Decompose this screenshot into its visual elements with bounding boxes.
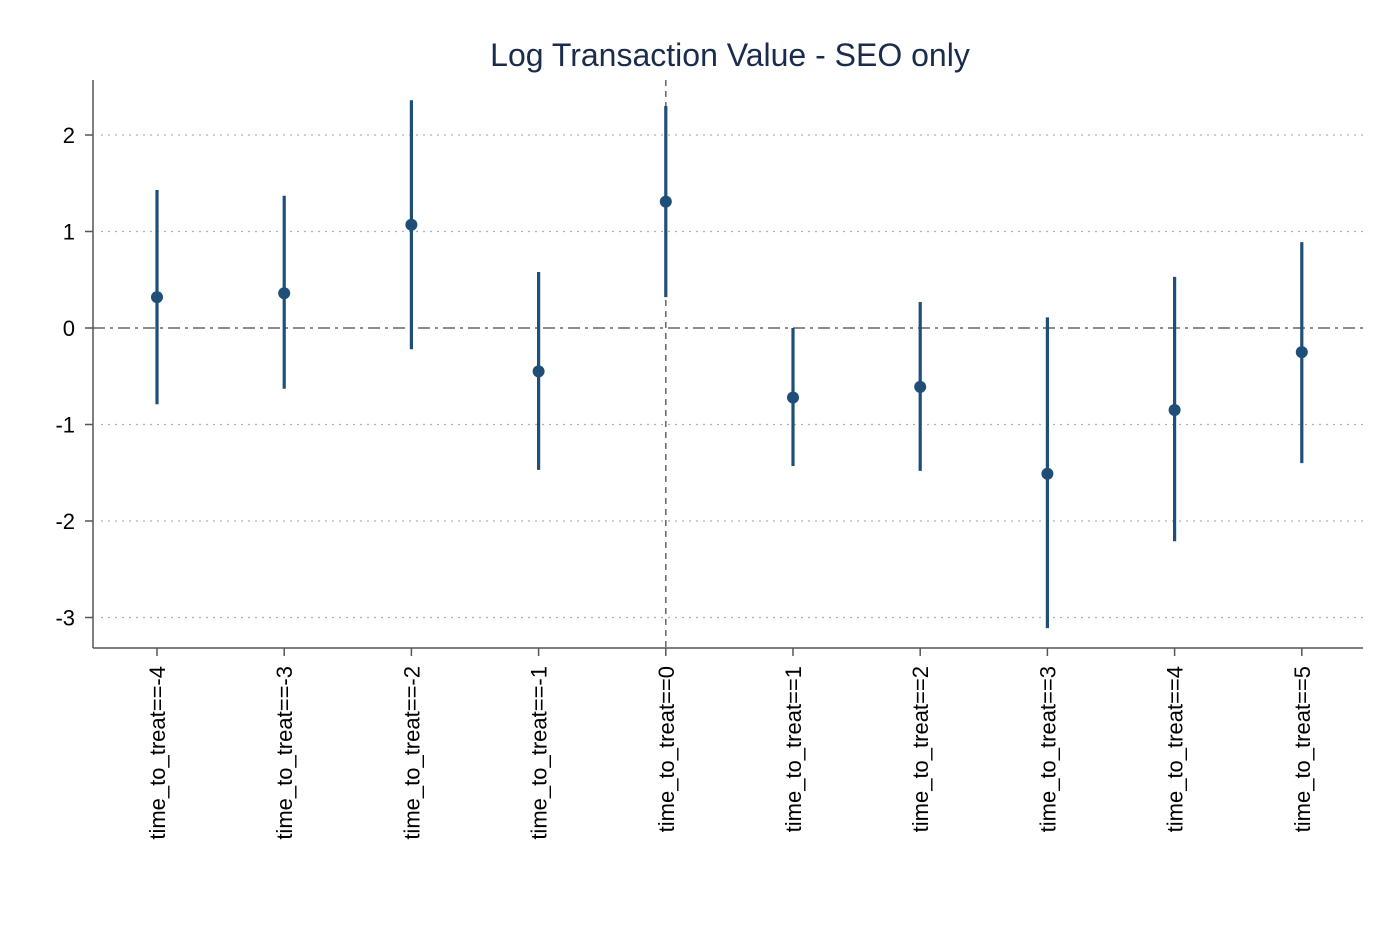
x-tick-label: time_to_treat==-1 (527, 666, 552, 840)
point-estimate (278, 287, 291, 300)
point-estimate (532, 365, 545, 378)
y-tick-label: -3 (55, 606, 75, 631)
grid-lines (101, 134, 1363, 619)
x-tick-label: time_to_treat==-3 (272, 666, 297, 840)
x-tick-labels: time_to_treat==-4 time_to_treat==-3 time_t… (145, 648, 1315, 840)
point-estimate (1295, 346, 1308, 359)
estimates (151, 100, 1308, 629)
point-estimate (659, 195, 672, 208)
point-estimate (151, 291, 163, 304)
x-tick-label: time_to_treat==0 (654, 666, 679, 832)
y-tick-label: 1 (63, 220, 75, 245)
chart-title: Log Transaction Value - SEO only (490, 37, 970, 73)
point-estimate (1168, 404, 1181, 417)
y-tick-label: -2 (55, 509, 75, 534)
reference-lines (93, 80, 1363, 648)
y-tick-label: -1 (55, 413, 75, 438)
x-tick-label: time_to_treat==3 (1035, 666, 1060, 832)
x-tick-label: time_to_treat==-2 (399, 666, 424, 840)
axes (92, 80, 1363, 649)
point-estimate (405, 218, 418, 231)
x-tick-label: time_to_treat==4 (1163, 666, 1188, 832)
point-estimate (787, 391, 799, 404)
x-tick-label: time_to_treat==5 (1290, 666, 1315, 832)
y-tick-labels: -3 -2 -1 0 1 2 (55, 123, 93, 631)
point-estimate (914, 380, 927, 393)
point-estimate (1041, 467, 1054, 480)
x-tick-label: time_to_treat==2 (908, 666, 933, 832)
x-tick-label: time_to_treat==1 (781, 666, 806, 832)
y-tick-label: 0 (63, 316, 75, 341)
y-tick-label: 2 (63, 123, 75, 148)
x-tick-label: time_to_treat==-4 (145, 666, 170, 840)
